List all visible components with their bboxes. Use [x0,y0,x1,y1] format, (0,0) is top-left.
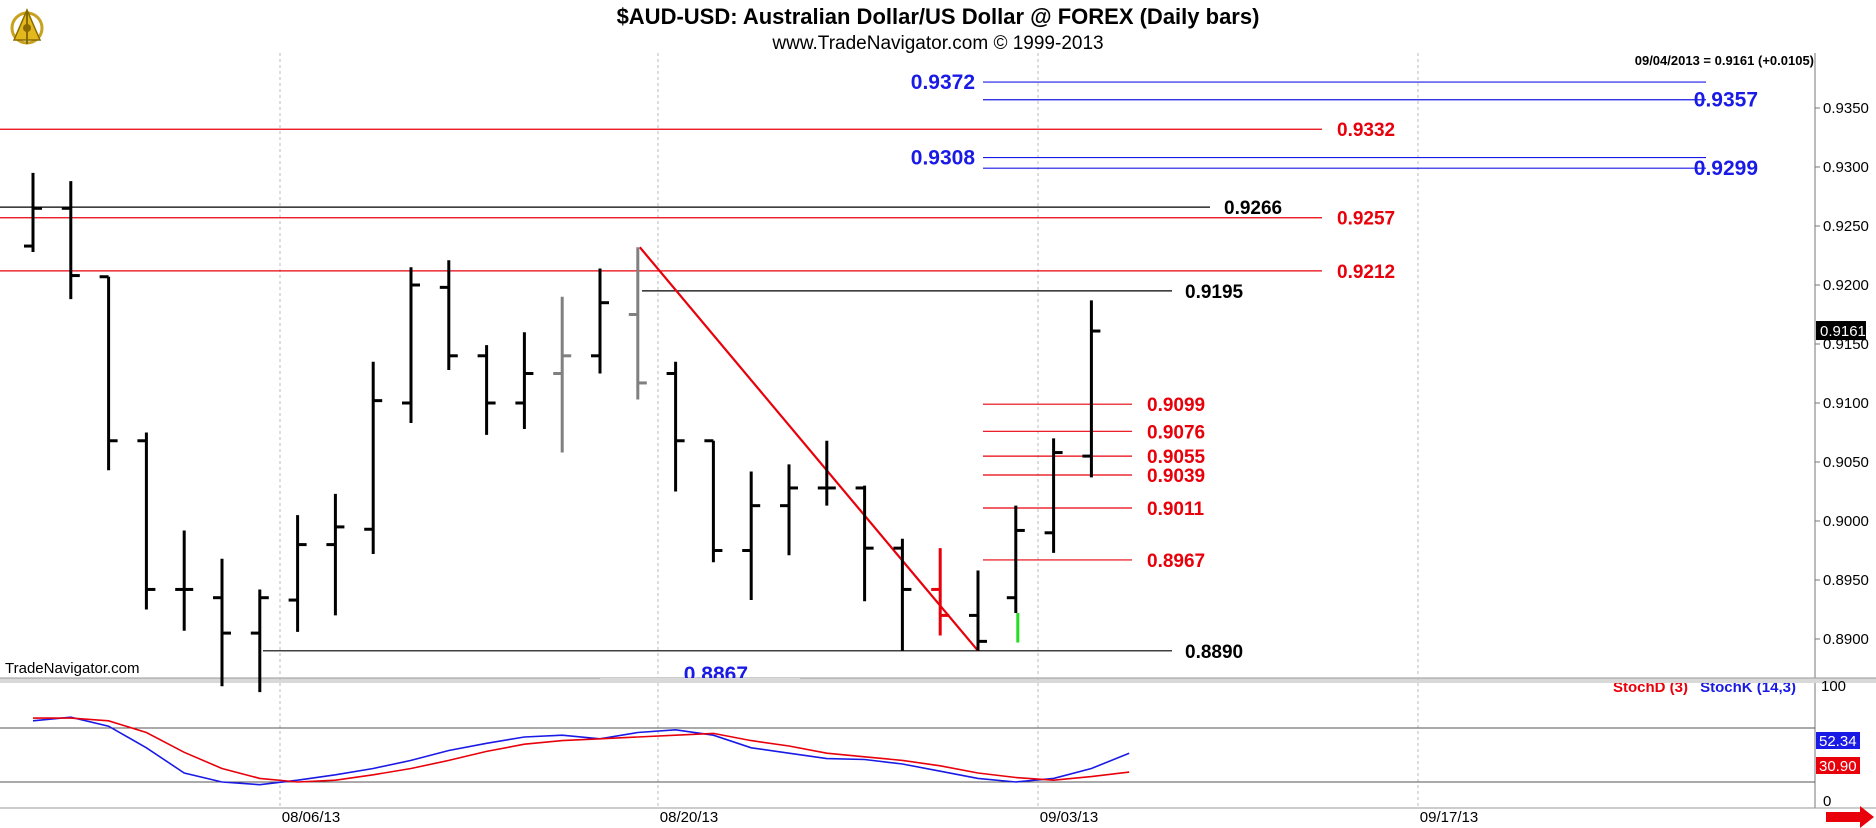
level-label: 0.9076 [1147,422,1205,443]
level-label: 0.9257 [1337,209,1395,230]
price-tick-label: 0.8950 [1823,572,1869,589]
level-label: 0.8890 [1185,642,1243,663]
x-tick-label: 09/17/13 [1420,809,1478,826]
stoch-d-legend: StochD (3) [1612,679,1688,696]
price-tick-label: 0.9050 [1823,454,1869,471]
stoch-d-box [1816,757,1860,774]
ohlc-bar [742,471,761,601]
ohlc-bar [402,267,420,424]
ohlc-bar [175,530,194,631]
price-tick-label: 0.9300 [1823,159,1869,176]
stochastic-legend: StochD (3) StochK (14,3) [1613,679,1796,696]
stoch-scale-bottom: 0 [1823,793,1831,810]
ohlc-bar [969,570,987,651]
scroll-right-arrow-icon [1826,806,1874,828]
stoch-k-line [32,716,1130,786]
stoch-k-legend: StochK (14,3) [1700,679,1796,696]
ohlc-bar [213,558,231,687]
ohlc-bar [364,361,383,555]
stoch-d-line [33,717,1130,783]
ohlc-bar [1082,300,1101,478]
level-label: 0.9357 [1694,89,1758,112]
ohlc-bar [439,260,458,370]
price-tick-label: 0.9150 [1823,336,1869,353]
level-label: 0.9195 [1185,282,1244,303]
ohlc-bar [515,332,534,429]
trendline [638,246,979,652]
level-label: 0.9039 [1147,466,1205,487]
level-label: 0.9308 [911,147,976,170]
price-tick-label: 0.9200 [1823,277,1869,294]
ohlc-bar [553,296,572,453]
ohlc-bar [666,361,685,492]
ohlc-bar [893,538,912,651]
chart-subtitle: www.TradeNavigator.com © 1999-2013 [772,33,1104,54]
ohlc-bar [99,275,118,471]
level-label: 0.8967 [1147,551,1205,572]
stoch-k-value: 52.34 [1819,733,1857,750]
level-label: 0.9099 [1147,395,1205,416]
price-tick-label: 0.9350 [1823,100,1869,117]
level-label: 0.9212 [1337,262,1395,283]
x-tick-label: 08/06/13 [282,809,340,826]
last-price-label: 0.9161 [1820,323,1866,340]
last-price-box [1816,321,1866,341]
ohlc-bar [780,464,798,556]
ohlc-bar [591,268,609,374]
ohlc-bar [704,439,723,563]
stoch-k-box [1816,732,1860,749]
level-label: 0.9055 [1147,447,1206,468]
level-label: 0.9332 [1337,120,1395,141]
ohlc-bar [24,172,42,252]
stoch-d-value: 30.90 [1819,758,1857,775]
ohlc-bar [817,440,836,506]
pane-separator [0,678,1876,683]
x-tick-label: 09/03/13 [1040,809,1098,826]
ohlc-bar [137,432,156,610]
ohlc-bar [628,247,647,400]
ohlc-bar [1044,438,1063,553]
chart-title: $AUD-USD: Australian Dollar/US Dollar @ … [616,4,1260,29]
x-tick-label: 08/20/13 [660,809,718,826]
ohlc-bar [477,345,496,435]
level-label: 0.9011 [1147,499,1204,520]
price-readout: 09/04/2013 = 0.9161 (+0.0105) [1634,53,1814,68]
watermark: TradeNavigator.com [5,660,140,677]
ohlc-bar [288,515,307,632]
level-label: 0.9266 [1224,198,1282,219]
ohlc-bar [250,589,269,693]
price-tick-label: 0.8900 [1823,631,1869,648]
ohlc-bar [931,548,950,636]
ohlc-bar [855,485,874,602]
level-label: 0.9299 [1694,157,1758,180]
price-tick-label: 0.9000 [1823,513,1869,530]
label-clip [600,678,800,683]
ohlc-bar [61,181,80,300]
level-label: 0.9372 [911,71,975,94]
price-tick-label: 0.9250 [1823,218,1869,235]
ohlc-bar [1006,505,1025,643]
ohlc-bar [326,493,345,616]
stoch-scale-top: 100 [1821,678,1846,695]
price-tick-label: 0.9100 [1823,395,1869,412]
trade-navigator-logo [10,8,44,45]
